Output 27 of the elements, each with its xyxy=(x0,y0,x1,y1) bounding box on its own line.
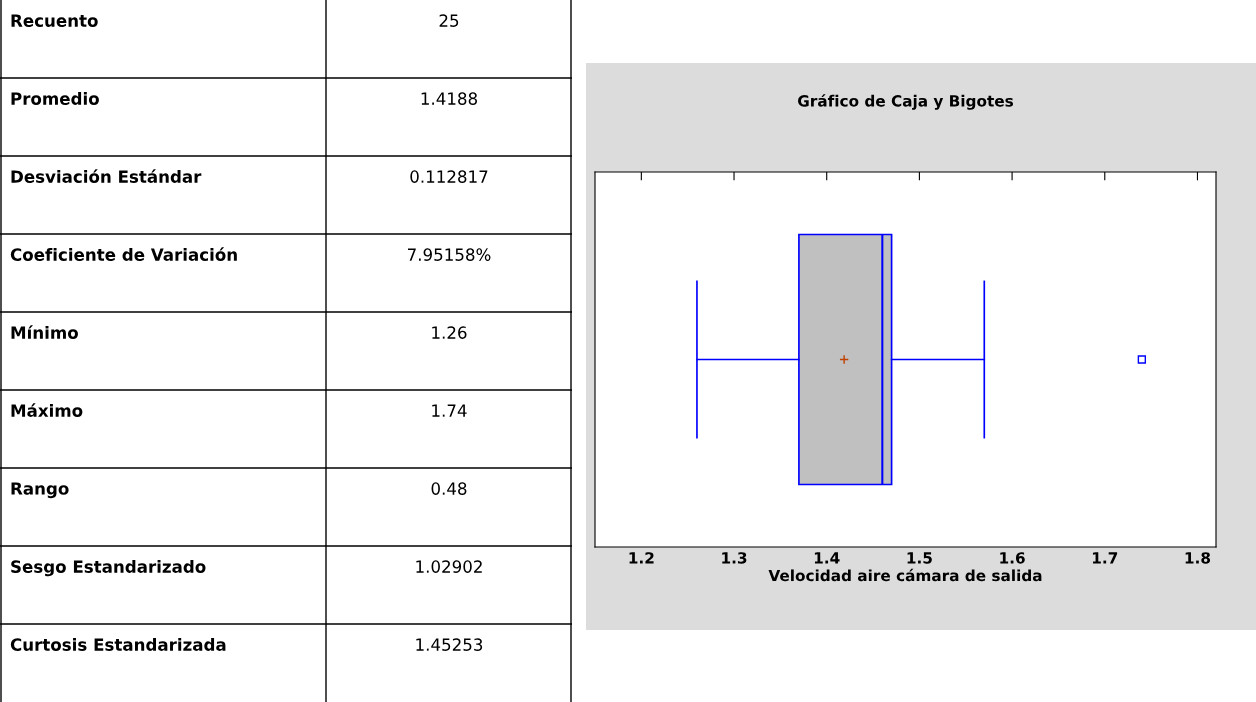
text: 1.02902 xyxy=(416,560,482,573)
x-tick-label: 1.6 xyxy=(1000,552,1025,564)
x-tick-label: 1.3 xyxy=(722,552,747,564)
text: 25 xyxy=(439,14,459,27)
text: Máximo xyxy=(11,403,83,417)
text: Sesgo Estandarizado xyxy=(11,560,206,577)
text: Mínimo xyxy=(11,325,78,339)
text: Curtosis Estandarizada xyxy=(10,638,226,651)
x-tick-label: 1.2 xyxy=(629,552,654,564)
text: Rango xyxy=(11,482,69,499)
text: Recuento xyxy=(11,14,98,27)
chart-title: Gráfico de Caja y Bigotes xyxy=(798,94,1014,110)
text: 1.45253 xyxy=(416,638,483,651)
x-tick-label: 1.5 xyxy=(907,552,932,564)
text: Promedio xyxy=(11,92,99,105)
text: 0.48 xyxy=(431,482,467,495)
text: 1.74 xyxy=(432,404,467,417)
x-tick-label: 1.8 xyxy=(1185,552,1211,564)
x-tick-label: 1.7 xyxy=(1092,552,1118,564)
text: 0.112817 xyxy=(410,170,488,183)
text: 1.4188 xyxy=(421,92,478,105)
x-axis-title: Velocidad aire cámara de salida xyxy=(768,568,1042,582)
x-tick-label: 1.4 xyxy=(814,552,840,564)
text: 1.26 xyxy=(432,326,467,339)
text: Coeficiente de Variación xyxy=(10,247,237,261)
text: Desviación Estándar xyxy=(11,169,202,183)
text: 7.95158% xyxy=(407,248,491,261)
